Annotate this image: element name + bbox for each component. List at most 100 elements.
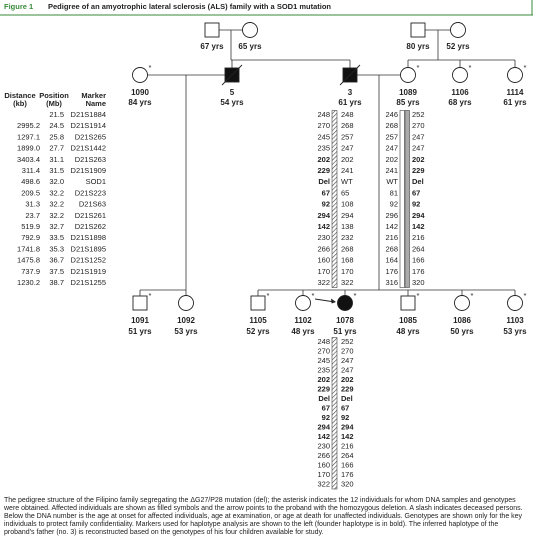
allele: 160 bbox=[317, 256, 330, 265]
individual-age: 61 yrs bbox=[503, 98, 527, 107]
allele: 230 bbox=[317, 233, 330, 242]
allele: 92 bbox=[341, 413, 349, 422]
individual-id: 1114 bbox=[507, 88, 524, 97]
allele: 247 bbox=[412, 144, 425, 153]
marker-cell: 498.6 bbox=[21, 177, 40, 186]
allele: 168 bbox=[341, 256, 354, 265]
individual-age: 52 yrs bbox=[246, 327, 270, 336]
deceased-slash bbox=[221, 64, 243, 86]
allele: 322 bbox=[341, 278, 354, 287]
dna-asterisk: * bbox=[417, 63, 420, 72]
marker-cell: 32.2 bbox=[49, 200, 64, 209]
marker-cell: D21S1909 bbox=[71, 166, 106, 175]
marker-cell: D21S261 bbox=[75, 211, 106, 220]
allele: 229 bbox=[412, 166, 425, 175]
allele: 142 bbox=[317, 432, 330, 441]
allele: 92 bbox=[412, 200, 420, 209]
allele: 252 bbox=[412, 110, 425, 119]
allele: 248 bbox=[341, 110, 354, 119]
female-symbol bbox=[507, 295, 523, 311]
individual-age: 51 yrs bbox=[333, 327, 357, 336]
allele: 235 bbox=[317, 144, 330, 153]
marker-cell: 23.7 bbox=[25, 211, 40, 220]
female-symbol bbox=[295, 295, 311, 311]
allele: 92 bbox=[322, 413, 330, 422]
allele: 229 bbox=[317, 384, 330, 393]
allele: 294 bbox=[341, 422, 354, 431]
marker-cell: 737.9 bbox=[21, 267, 40, 276]
figure-label: Figure 1 bbox=[4, 2, 33, 11]
marker-cell: 1297.1 bbox=[17, 132, 40, 141]
allele: 232 bbox=[341, 233, 354, 242]
allele: 229 bbox=[317, 166, 330, 175]
allele: 81 bbox=[390, 188, 398, 197]
allele: 294 bbox=[317, 422, 330, 431]
female-symbol bbox=[400, 67, 416, 83]
allele: 170 bbox=[317, 267, 330, 276]
allele: WT bbox=[386, 177, 398, 186]
pedigree: Figure 1 Pedigree of an amyotrophic late… bbox=[0, 0, 533, 490]
marker-header: Name bbox=[86, 99, 106, 108]
individual-age: 67 yrs bbox=[200, 42, 224, 51]
allele: Del bbox=[412, 177, 424, 186]
allele: Del bbox=[341, 394, 353, 403]
individual-id: 1078 bbox=[336, 316, 354, 325]
allele: 164 bbox=[385, 256, 398, 265]
allele: 229 bbox=[341, 384, 354, 393]
marker-cell: D21S223 bbox=[75, 188, 106, 197]
marker-cell: D21S1914 bbox=[71, 121, 106, 130]
allele: 170 bbox=[341, 267, 354, 276]
caption: The pedigree structure of the Filipino f… bbox=[4, 497, 523, 536]
allele: 246 bbox=[385, 110, 398, 119]
allele: 247 bbox=[341, 144, 354, 153]
allele: 294 bbox=[341, 211, 354, 220]
allele: 270 bbox=[412, 121, 425, 130]
allele: 176 bbox=[412, 267, 425, 276]
allele: 92 bbox=[390, 200, 398, 209]
allele: WT bbox=[341, 177, 353, 186]
allele: 142 bbox=[385, 222, 398, 231]
allele: 252 bbox=[341, 337, 354, 346]
female-symbol bbox=[454, 295, 470, 311]
individual-id: 1105 bbox=[249, 316, 267, 325]
dna-asterisk: * bbox=[267, 291, 270, 300]
marker-cell: D21S263 bbox=[75, 155, 106, 164]
individual-age: 48 yrs bbox=[291, 327, 315, 336]
marker-cell: 33.5 bbox=[49, 233, 64, 242]
marker-cell: 32.0 bbox=[49, 177, 64, 186]
marker-cell: 2995.2 bbox=[17, 121, 40, 130]
female-symbol bbox=[178, 295, 194, 311]
female-symbol bbox=[450, 22, 466, 38]
marker-cell: D21S1884 bbox=[71, 110, 106, 119]
allele: 216 bbox=[385, 233, 398, 242]
allele: 176 bbox=[385, 267, 398, 276]
allele: 247 bbox=[341, 356, 354, 365]
male-symbol bbox=[250, 295, 266, 311]
allele: 247 bbox=[385, 144, 398, 153]
allele: 92 bbox=[322, 200, 330, 209]
marker-cell: 311.4 bbox=[22, 166, 40, 175]
marker-cell: 32.2 bbox=[49, 211, 64, 220]
allele: 170 bbox=[317, 470, 330, 479]
individual-age: 54 yrs bbox=[220, 98, 244, 107]
allele: 247 bbox=[412, 132, 425, 141]
allele: 294 bbox=[317, 211, 330, 220]
marker-cell: D21S1255 bbox=[71, 278, 106, 287]
marker-cell: 31.3 bbox=[25, 200, 40, 209]
allele: 322 bbox=[317, 278, 330, 287]
allele: 142 bbox=[341, 432, 354, 441]
marker-header: Marker bbox=[81, 91, 106, 100]
individual-age: 80 yrs bbox=[406, 42, 430, 51]
marker-cell: 31.1 bbox=[49, 155, 64, 164]
allele: 245 bbox=[317, 132, 330, 141]
allele: 247 bbox=[341, 365, 354, 374]
haplotype-bar bbox=[331, 110, 338, 288]
individual-age: 48 yrs bbox=[396, 327, 420, 336]
marker-cell: 31.5 bbox=[49, 166, 64, 175]
allele: 257 bbox=[341, 132, 354, 141]
individual-id: 5 bbox=[230, 88, 235, 97]
dna-asterisk: * bbox=[524, 291, 527, 300]
individual-id: 1091 bbox=[131, 316, 149, 325]
allele: 202 bbox=[412, 155, 425, 164]
